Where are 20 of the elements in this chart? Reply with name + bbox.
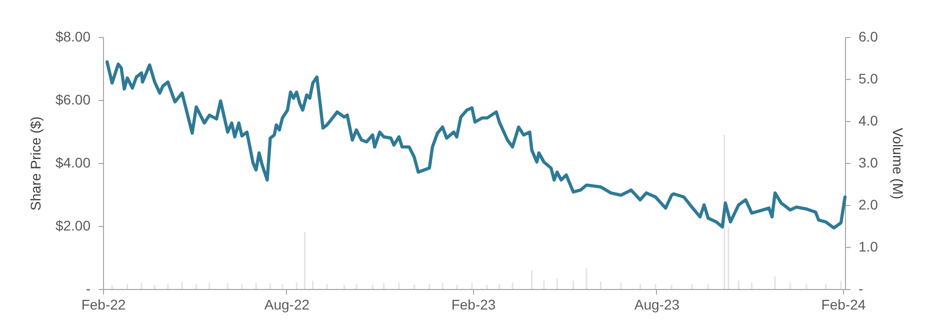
- y-axis-title: Share Price ($): [27, 116, 44, 211]
- x-tick-label: Aug-23: [634, 296, 680, 312]
- x-tick-label: Aug-22: [264, 296, 310, 312]
- x-tick-label: Feb-22: [81, 296, 126, 312]
- y2-tick-label: -: [858, 280, 864, 296]
- y-tick-label: $8.00: [55, 28, 91, 44]
- x-tick-label: Feb-24: [821, 296, 866, 312]
- y-tick-label: -: [86, 280, 91, 296]
- y2-tick-label: 1.0: [858, 238, 878, 254]
- y-tick-label: $6.00: [55, 92, 91, 108]
- x-tick-label: Feb-23: [451, 296, 496, 312]
- y2-tick-label: 3.0: [858, 154, 878, 170]
- y2-axis-title: Volume (M): [890, 128, 906, 200]
- y2-tick-label: 5.0: [858, 70, 878, 86]
- y2-tick-label: 6.0: [858, 28, 878, 44]
- y2-tick-label: 2.0: [858, 196, 878, 212]
- y2-tick-label: 4.0: [858, 112, 878, 128]
- y-tick-label: $4.00: [55, 154, 91, 170]
- line-series: [105, 60, 847, 230]
- y-tick-label: $2.00: [55, 218, 91, 234]
